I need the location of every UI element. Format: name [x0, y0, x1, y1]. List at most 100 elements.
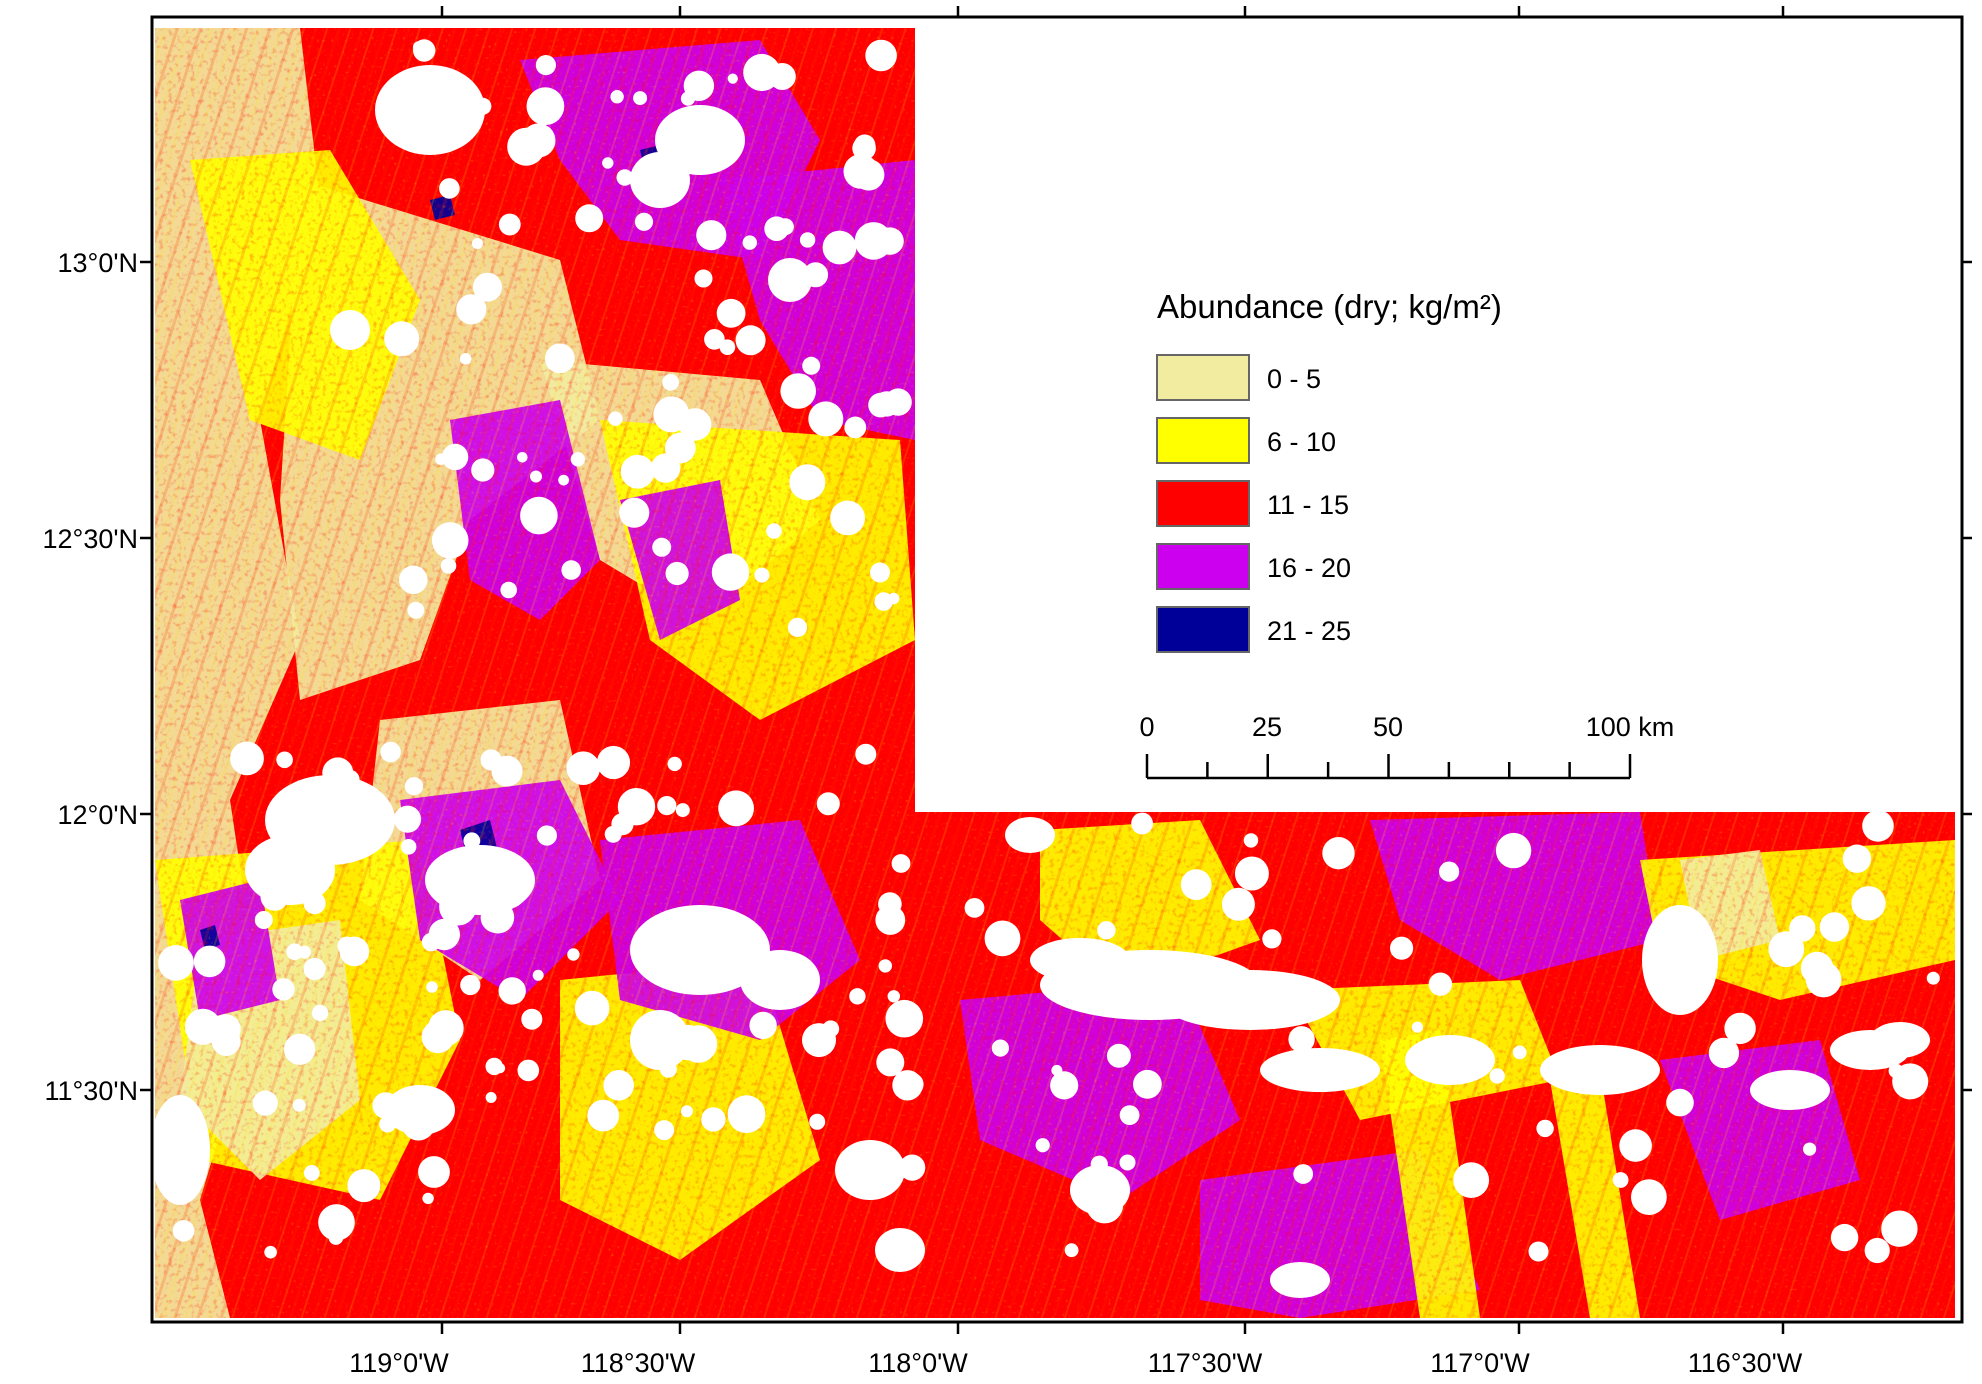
no-data-spot [260, 882, 289, 911]
no-data-spot [1926, 971, 1940, 985]
no-data-spot [471, 238, 483, 249]
no-data-spot [379, 1115, 396, 1133]
scale-label-100-km: 100 km [1586, 712, 1675, 742]
no-data-spot [652, 537, 672, 557]
no-data-spot [254, 911, 273, 929]
no-data-spot [1842, 844, 1872, 873]
no-data-spot [422, 1192, 434, 1205]
no-data-spot [822, 230, 857, 265]
no-data-spot [870, 562, 890, 583]
no-data-spot [617, 788, 656, 826]
no-data-spot [633, 91, 648, 106]
legend-label-4: 16 - 20 [1267, 553, 1351, 583]
no-data-spot [264, 1245, 277, 1259]
no-data-spot [456, 294, 487, 325]
legend-swatch-5 [1156, 606, 1250, 653]
no-data-spot [616, 169, 634, 186]
no-data-spot [1830, 1223, 1859, 1252]
no-data-spot [391, 112, 411, 132]
no-data-spot [743, 53, 781, 92]
no-data-spot [667, 756, 682, 772]
no-data-spot [512, 870, 529, 886]
no-data-spot [575, 204, 604, 233]
no-data-spot [303, 957, 326, 981]
no-data-spot [681, 923, 711, 952]
no-data-spot [680, 1105, 693, 1118]
legend-swatch-2 [1156, 417, 1250, 464]
no-data-spot [303, 1165, 320, 1181]
no-data-spot [1862, 810, 1894, 842]
no-data-spot [776, 218, 794, 236]
no-data-spot [754, 567, 770, 583]
no-data-spot [1050, 1071, 1079, 1100]
no-data-spot [701, 1107, 726, 1132]
no-data-spot [384, 321, 420, 357]
no-data-blob [375, 65, 485, 155]
no-data-spot [521, 1008, 543, 1030]
no-data-spot [440, 558, 457, 574]
lat-label-11-30: 11°30'N [44, 1076, 138, 1106]
no-data-spot [749, 1011, 777, 1040]
no-data-spot [463, 832, 481, 850]
no-data-spot [885, 999, 924, 1038]
no-data-spot [716, 298, 746, 328]
no-data-spot [619, 497, 650, 528]
no-data-spot [1512, 1045, 1527, 1060]
lat-label-13-0: 13°0'N [58, 248, 139, 278]
no-data-spot [735, 325, 766, 356]
no-data-spot [184, 1008, 222, 1045]
no-data-spot [404, 777, 424, 796]
no-data-spot [1035, 1138, 1050, 1153]
lon-label-118-30: 118°30'W [581, 1348, 696, 1378]
no-data-spot [675, 803, 690, 818]
scale-label-0: 0 [1139, 712, 1154, 742]
no-data-spot [711, 553, 750, 591]
no-data-spot [603, 1070, 634, 1101]
no-data-blob [1270, 1262, 1330, 1298]
no-data-spot [964, 898, 985, 918]
no-data-spot [1819, 912, 1850, 942]
map-frame [150, 15, 1964, 1324]
no-data-spot [372, 1092, 400, 1119]
no-data-spot [272, 978, 295, 1001]
no-data-spot [498, 213, 521, 236]
no-data-spot [558, 474, 569, 486]
no-data-spot [485, 1092, 497, 1103]
no-data-blob [1405, 1035, 1495, 1085]
scale-label-25: 25 [1252, 712, 1282, 742]
no-data-spot [802, 356, 821, 375]
no-data-spot [704, 329, 725, 350]
no-data-spot [1619, 1129, 1652, 1162]
legend: Abundance (dry; kg/m²) 0 - 5 6 - 10 11 - 1… [1156, 288, 1502, 653]
no-data-spot [610, 90, 624, 104]
legend-swatch-4 [1156, 543, 1250, 590]
no-data-spot [1708, 1037, 1740, 1069]
no-data-blob [330, 310, 370, 350]
no-data-spot [517, 1059, 540, 1082]
no-data-spot [789, 464, 826, 501]
no-data-spot [742, 235, 757, 250]
no-data-spot [1064, 1243, 1079, 1258]
no-data-blob [768, 258, 812, 302]
abundance-raster [155, 28, 1955, 1318]
no-data-spot [602, 157, 614, 169]
no-data-spot [459, 353, 472, 365]
no-data-spot [434, 106, 453, 125]
no-data-spot [318, 1204, 355, 1241]
no-data-spot [1221, 887, 1255, 921]
no-data-spot [679, 408, 712, 441]
no-data-spot [888, 592, 900, 605]
no-data-spot [696, 220, 727, 251]
no-data-spot [620, 454, 655, 489]
lon-label-117-0: 117°0'W [1430, 1348, 1530, 1378]
no-data-spot [473, 272, 502, 302]
no-data-spot [1119, 1154, 1136, 1171]
no-data-spot [1411, 1021, 1423, 1033]
no-data-spot [1086, 1186, 1124, 1224]
no-data-blob [1540, 1045, 1660, 1095]
no-data-spot [780, 373, 816, 409]
no-data-spot [659, 1060, 677, 1078]
no-data-spot [532, 969, 544, 981]
no-data-spot [393, 805, 422, 833]
no-data-spot [634, 212, 654, 231]
